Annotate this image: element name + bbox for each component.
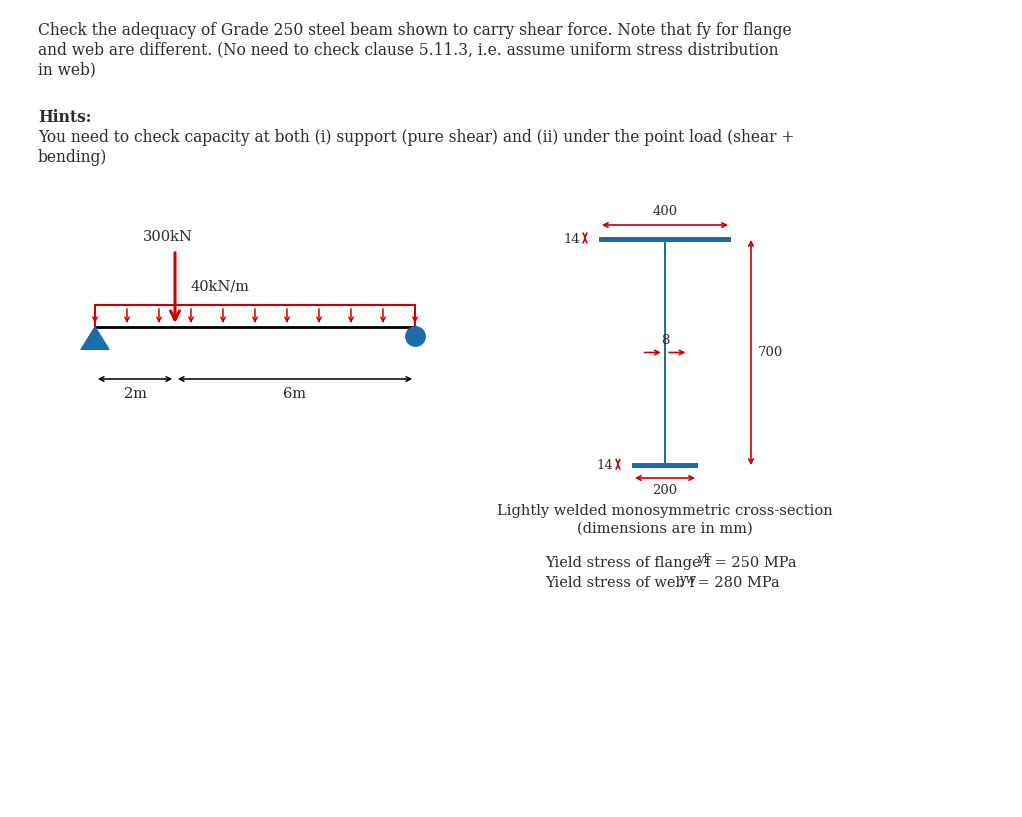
Text: You need to check capacity at both (i) support (pure shear) and (ii) under the p: You need to check capacity at both (i) s… xyxy=(38,129,794,166)
Text: Hints:: Hints: xyxy=(38,109,91,126)
Bar xyxy=(663,242,666,463)
Text: Check the adequacy of Grade 250 steel beam shown to carry shear force. Note that: Check the adequacy of Grade 250 steel be… xyxy=(38,22,792,78)
Text: 200: 200 xyxy=(652,484,678,497)
Bar xyxy=(632,463,698,468)
Text: 400: 400 xyxy=(652,205,678,218)
Text: 8: 8 xyxy=(661,333,669,346)
Text: (dimensions are in mm): (dimensions are in mm) xyxy=(577,522,753,536)
Text: 14: 14 xyxy=(596,459,613,472)
Text: = 250 MPa: = 250 MPa xyxy=(710,556,796,570)
Text: 300kN: 300kN xyxy=(143,230,193,244)
Text: 40kN/m: 40kN/m xyxy=(190,279,249,293)
Text: = 280 MPa: = 280 MPa xyxy=(693,576,780,590)
Polygon shape xyxy=(81,327,109,350)
Text: yw: yw xyxy=(679,573,696,586)
Text: yf: yf xyxy=(697,553,708,566)
Text: Yield stress of web f: Yield stress of web f xyxy=(545,576,695,590)
Text: Lightly welded monosymmetric cross-section: Lightly welded monosymmetric cross-secti… xyxy=(497,504,833,518)
Bar xyxy=(599,237,731,242)
Text: 2m: 2m xyxy=(124,387,146,401)
Text: 700: 700 xyxy=(758,346,783,359)
Text: Yield stress of flange f: Yield stress of flange f xyxy=(545,556,710,570)
Text: 6m: 6m xyxy=(283,387,307,401)
Text: 14: 14 xyxy=(563,233,580,246)
